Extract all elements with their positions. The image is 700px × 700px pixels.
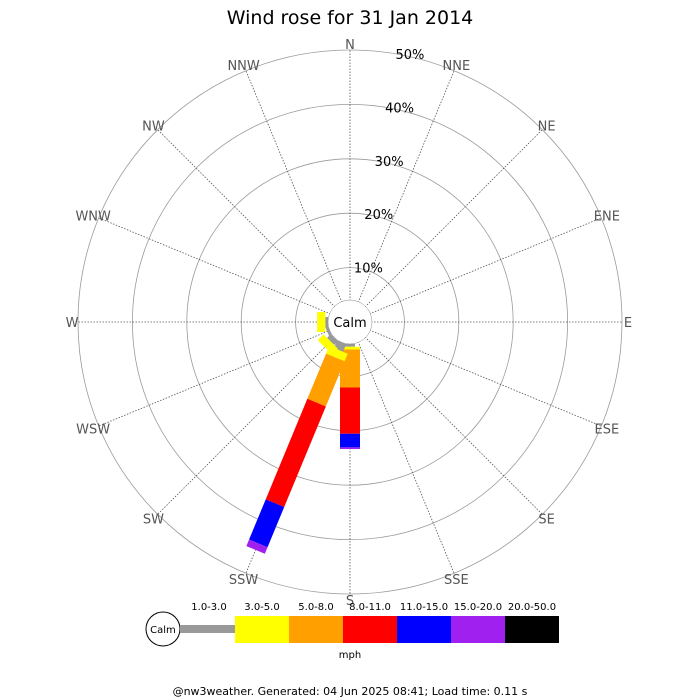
footer-text: @nw3weather. Generated: 04 Jun 2025 08:4… [173, 685, 528, 698]
bar-segment-ssw [249, 499, 285, 548]
direction-label-se: SE [538, 513, 554, 528]
radial-tick-labels: 10% 20% 30% 40% 50% [354, 48, 424, 277]
direction-label-sse: SSE [444, 573, 469, 588]
direction-label-ene: ENE [594, 210, 620, 225]
direction-label-ne: NE [538, 119, 556, 134]
direction-label-w: W [66, 316, 79, 331]
grid-spoke [349, 321, 602, 427]
bar-segment-sw [317, 334, 338, 355]
bar-segment-s [340, 433, 360, 448]
legend-swatch [397, 616, 451, 643]
bar-segment-wsw [325, 325, 332, 337]
grid-spoke [349, 129, 543, 323]
calm-circle: Calm [327, 299, 373, 345]
grid-spoke [349, 321, 455, 574]
direction-label-s: S [346, 594, 354, 609]
radial-tick-label: 40% [385, 101, 414, 116]
legend-swatch [289, 616, 343, 643]
legend-bin-label: 20.0-50.0 [508, 602, 556, 613]
legend-bin-label: 15.0-20.0 [454, 602, 502, 613]
grid-spoke [157, 321, 351, 515]
legend-bin-label: 3.0-5.0 [244, 602, 279, 613]
legend-bin-label: 1.0-3.0 [191, 602, 226, 613]
bar-segment-w [325, 317, 328, 327]
grid-spoke [349, 217, 602, 323]
radial-tick-label: 50% [395, 48, 424, 63]
grid-ring [131, 103, 569, 541]
legend-swatch [180, 625, 235, 633]
direction-label-ese: ESE [594, 422, 619, 437]
direction-label-sw: SW [143, 513, 164, 528]
direction-label-nne: NNE [443, 59, 471, 74]
bar-segment-sw [327, 334, 338, 345]
legend-swatch [505, 616, 559, 643]
grid-spoke [98, 321, 351, 427]
bar-segment-s [345, 344, 355, 347]
direction-label-nw: NW [142, 119, 165, 134]
legend-bin-label: 8.0-11.0 [349, 602, 391, 613]
grid-spoke [157, 129, 351, 323]
wind-bars [246, 312, 360, 554]
bar-segment-ssw [307, 353, 345, 407]
radial-tick-label: 30% [375, 155, 404, 170]
grid-ring [77, 49, 623, 595]
legend-swatch [343, 616, 397, 643]
bar-segment-s [340, 346, 360, 350]
bar-segment-s [340, 447, 360, 449]
direction-label-ssw: SSW [229, 573, 259, 588]
grid-spoke [98, 217, 351, 323]
speed-legend: Calm 1.0-3.0 3.0-5.0 5.0-8.0 8.0-11.0 11.0-1… [145, 602, 559, 661]
direction-label-nnw: NNW [227, 59, 259, 74]
bar-segment-ssw [265, 398, 326, 507]
bar-segment-ssw [246, 539, 268, 554]
grid-spoke [349, 70, 455, 323]
direction-label-wsw: WSW [76, 422, 110, 437]
radial-tick-label: 10% [354, 262, 383, 277]
grid-spoke [349, 321, 543, 515]
chart-title: Wind rose for 31 Jan 2014 [227, 7, 474, 29]
legend-unit: mph [339, 650, 361, 661]
radial-tick-label: 20% [364, 208, 393, 223]
direction-label-n: N [345, 38, 355, 53]
bar-segment-w [317, 312, 326, 332]
legend-bin-label: 5.0-8.0 [298, 602, 333, 613]
legend-swatch [451, 616, 505, 643]
legend-calm-label: Calm [150, 625, 176, 636]
direction-label-wnw: WNW [75, 210, 111, 225]
direction-label-e: E [624, 316, 632, 331]
legend-bin-label: 11.0-15.0 [400, 602, 448, 613]
grid-spoke [245, 70, 351, 323]
legend-swatch [235, 616, 289, 643]
bar-segment-s [340, 387, 360, 434]
calm-label: Calm [333, 316, 366, 331]
